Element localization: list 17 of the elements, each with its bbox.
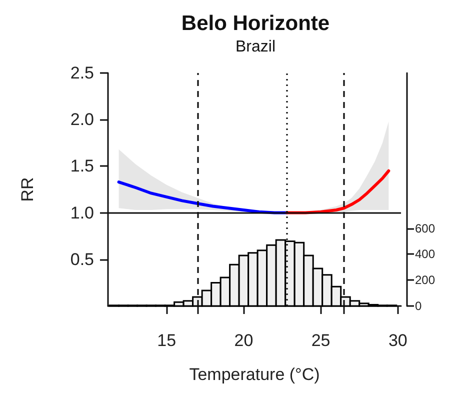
y-tick-label: 1.5 [70, 156, 94, 176]
y2-tick-label: 200 [415, 273, 436, 288]
y-tick-label: 0.5 [70, 250, 94, 269]
x-axis-title: Temperature (°C) [189, 365, 320, 384]
y-tick-label: 1.0 [70, 203, 94, 222]
x-tick-label: 20 [234, 331, 254, 350]
y-tick-label: 2.0 [70, 110, 94, 130]
y2-tick-label: 0 [415, 299, 422, 313]
chart-title: Belo Horizonte [181, 12, 330, 35]
y2-tick-label: 400 [415, 247, 436, 262]
y-axis-title: RR [18, 177, 37, 202]
chart-subtitle: Brazil [235, 38, 276, 56]
x-tick-label: 30 [388, 331, 408, 350]
y-tick-label: 2.5 [70, 64, 94, 82]
x-tick-label: 15 [157, 331, 176, 350]
x-tick-label: 25 [311, 331, 330, 350]
y2-tick-label: 600 [415, 221, 436, 236]
